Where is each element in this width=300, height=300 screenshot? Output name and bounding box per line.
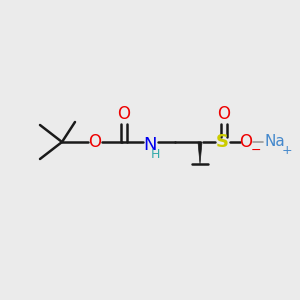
- Polygon shape: [198, 142, 202, 164]
- Text: +: +: [282, 143, 292, 157]
- Text: O: O: [239, 133, 253, 151]
- Text: S: S: [215, 133, 229, 151]
- Text: Na: Na: [265, 134, 285, 149]
- Text: O: O: [118, 105, 130, 123]
- Text: H: H: [150, 148, 160, 160]
- Text: −: −: [251, 143, 261, 157]
- Text: O: O: [88, 133, 101, 151]
- Text: O: O: [218, 105, 230, 123]
- Text: N: N: [143, 136, 157, 154]
